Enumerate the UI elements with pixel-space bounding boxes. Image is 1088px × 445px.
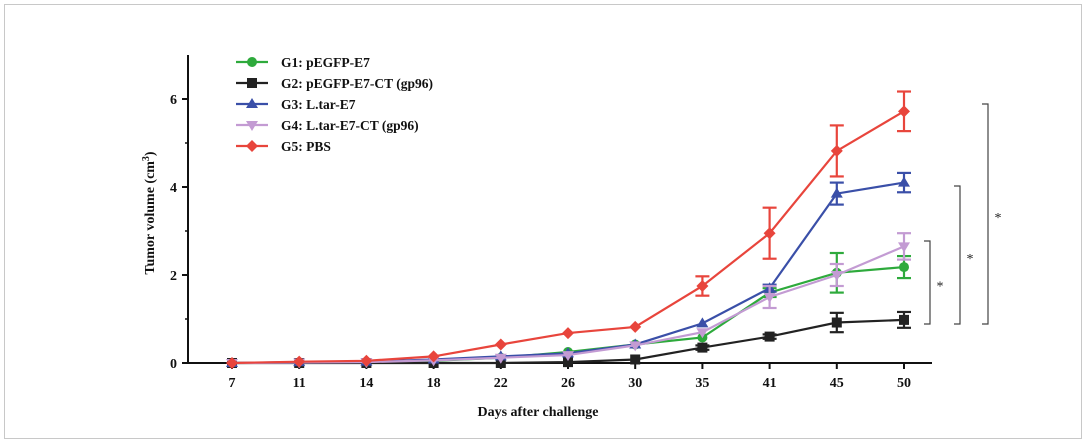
x-axis-title: Days after challenge — [477, 405, 598, 420]
data-point — [696, 317, 709, 328]
data-point — [563, 357, 573, 368]
data-point — [830, 187, 843, 198]
data-point — [898, 176, 910, 187]
data-point — [630, 354, 641, 365]
significance-label: * — [937, 280, 944, 295]
data-point — [763, 293, 776, 303]
significance-label: * — [967, 252, 974, 267]
data-point — [763, 227, 776, 240]
data-point — [764, 331, 775, 342]
legend-item-1: G1: pEGFP-E7 — [236, 55, 370, 70]
data-point — [696, 280, 709, 292]
significance-brackets: * * * — [924, 103, 1002, 325]
significance-bracket-2: * — [954, 185, 974, 325]
data-point — [360, 354, 373, 367]
figure-frame — [4, 4, 1082, 439]
legend-item-2: G2: pEGFP-E7-CT (gp96) — [236, 76, 433, 91]
data-point — [830, 271, 843, 281]
y-tick-label: 6 — [170, 93, 177, 108]
bracket-line — [924, 240, 931, 325]
x-tick-label: 11 — [293, 376, 306, 391]
legend-label: G5: PBS — [281, 139, 331, 154]
series-5 — [226, 90, 911, 369]
data-point — [696, 328, 709, 339]
significance-bracket-3: * — [982, 103, 1002, 325]
significance-label: * — [995, 211, 1002, 226]
x-tick-label: 7 — [229, 376, 236, 391]
data-point — [899, 314, 909, 325]
legend: G1: pEGFP-E7 G2: pEGFP-E7-CT (gp96) G3: L.… — [236, 55, 433, 154]
data-point — [247, 78, 257, 88]
significance-bracket-1: * — [924, 240, 944, 325]
legend-item-3: G3: L.tar-E7 — [236, 97, 356, 112]
series-layer — [226, 90, 911, 369]
legend-label: G2: pEGFP-E7-CT (gp96) — [281, 76, 433, 91]
data-point — [830, 144, 843, 157]
x-tick-label: 50 — [897, 376, 911, 391]
legend-label: G4: L.tar-E7-CT (gp96) — [281, 118, 419, 133]
data-point — [898, 105, 910, 118]
data-point — [246, 121, 258, 131]
data-point — [293, 355, 306, 368]
x-tick-label: 22 — [494, 376, 508, 391]
data-point — [697, 342, 708, 353]
x-tick-label: 30 — [628, 376, 642, 391]
data-point — [899, 262, 909, 273]
y-axis-title-suffix: ) — [143, 151, 158, 156]
data-point — [246, 140, 258, 152]
data-point — [629, 320, 642, 333]
y-axis-title: Tumor volume (cm3) — [141, 151, 159, 275]
legend-item-5: G5: PBS — [236, 139, 331, 154]
y-axis-title-superscript: 3 — [141, 156, 152, 161]
y-tick-label: 2 — [170, 269, 177, 284]
series-2 — [227, 310, 911, 368]
data-point — [427, 350, 440, 363]
data-point — [831, 317, 842, 328]
y-tick-label: 0 — [170, 357, 177, 372]
data-point — [226, 357, 238, 369]
bracket-line — [982, 103, 989, 325]
data-point — [247, 57, 257, 67]
y-tick-label: 4 — [170, 181, 177, 196]
series-line — [231, 245, 905, 365]
x-tick-label: 26 — [561, 376, 575, 391]
x-tick-label: 41 — [763, 376, 777, 391]
data-point — [246, 98, 258, 108]
data-point — [494, 353, 507, 364]
legend-label: G1: pEGFP-E7 — [281, 55, 370, 70]
legend-item-4: G4: L.tar-E7-CT (gp96) — [236, 118, 419, 133]
data-point — [562, 327, 574, 340]
data-point — [562, 351, 574, 362]
x-tick-label: 35 — [695, 376, 709, 391]
data-point — [629, 341, 642, 352]
series-line — [231, 110, 905, 365]
data-point — [898, 242, 910, 253]
legend-label: G3: L.tar-E7 — [281, 97, 356, 112]
x-tick-label: 18 — [427, 376, 441, 391]
x-tick-label: 14 — [359, 376, 373, 391]
bracket-line — [954, 185, 961, 325]
x-tick-label: 45 — [830, 376, 844, 391]
data-point — [494, 338, 507, 351]
